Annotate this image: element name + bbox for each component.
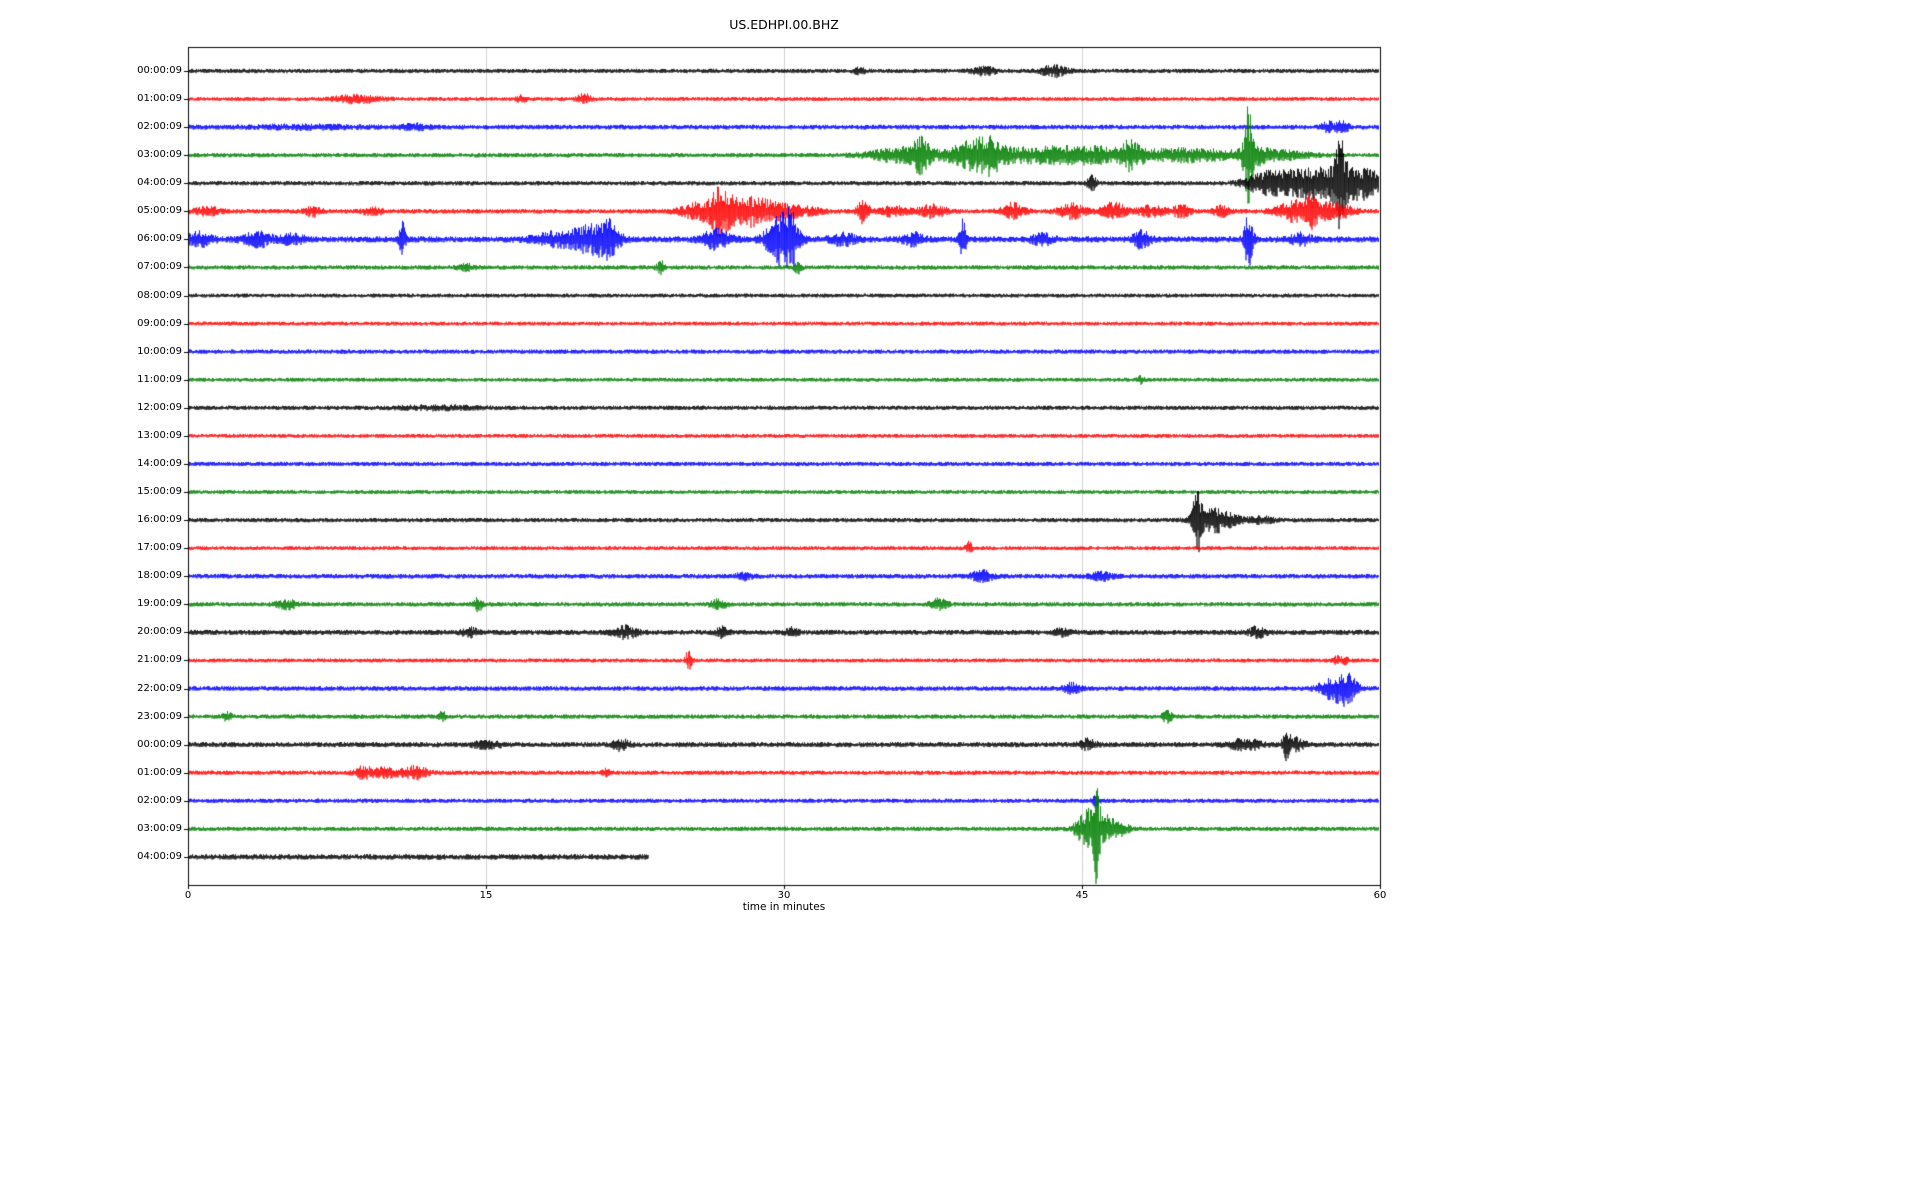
x-axis-label: time in minutes [742,901,826,913]
row-time-label: 13:00:09 [137,429,182,441]
x-tick-label: 60 [1373,890,1387,901]
row-time-label: 05:00:09 [137,205,182,217]
row-time-label: 23:00:09 [137,710,182,722]
row-time-label: 01:00:09 [137,766,182,778]
row-time-label: 02:00:09 [137,121,182,133]
row-time-label: 03:00:09 [137,822,182,834]
row-time-label: 01:00:09 [137,93,182,105]
x-tick-label: 15 [479,890,493,901]
row-time-label: 07:00:09 [137,261,182,273]
row-time-label: 20:00:09 [137,626,182,638]
row-time-label: 17:00:09 [137,542,182,554]
row-time-label: 04:00:09 [137,850,182,862]
row-time-label: 09:00:09 [137,317,182,329]
row-time-label: 08:00:09 [137,289,182,301]
chart-title: US.EDHPI.00.BHZ [729,17,839,32]
row-time-label: 18:00:09 [137,570,182,582]
x-tick-label: 30 [777,890,791,901]
row-time-label: 11:00:09 [137,373,182,385]
row-time-label: 14:00:09 [137,457,182,469]
row-time-label: 19:00:09 [137,598,182,610]
row-time-label: 03:00:09 [137,149,182,161]
row-time-label: 04:00:09 [137,177,182,189]
row-time-label: 00:00:09 [137,738,182,750]
row-time-label: 15:00:09 [137,486,182,498]
row-time-label: 16:00:09 [137,514,182,526]
row-time-label: 06:00:09 [137,233,182,245]
row-time-label: 12:00:09 [137,401,182,413]
row-time-label: 21:00:09 [137,654,182,666]
x-tick-label: 0 [184,890,192,901]
row-time-label: 00:00:09 [137,65,182,76]
row-time-label: 22:00:09 [137,682,182,694]
row-time-label: 02:00:09 [137,794,182,806]
x-tick-label: 45 [1075,890,1089,901]
row-time-label: 10:00:09 [137,345,182,357]
